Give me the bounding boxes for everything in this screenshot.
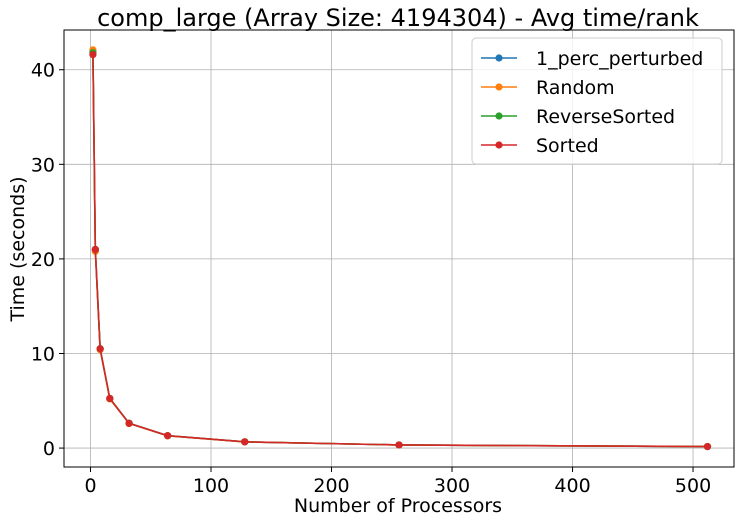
legend-marker <box>495 54 503 62</box>
y-tick-label: 20 <box>31 249 55 271</box>
x-tick-label: 400 <box>554 475 590 497</box>
axis-ticks: 0 100 200 300 400 500 0 10 20 30 40 <box>31 60 711 497</box>
data-point <box>91 245 99 254</box>
x-tick-label: 0 <box>84 475 96 497</box>
legend-label: Sorted <box>536 135 599 157</box>
y-axis-label: Time (seconds) <box>7 176 29 322</box>
chart-title: comp_large (Array Size: 4194304) - Avg t… <box>97 4 699 32</box>
legend-item: Sorted <box>481 135 599 157</box>
data-point <box>241 438 249 446</box>
data-point <box>164 432 172 440</box>
x-tick-label: 200 <box>313 475 349 497</box>
data-point <box>96 345 104 353</box>
plot-frame <box>63 29 735 468</box>
y-tick-label: 30 <box>31 154 55 176</box>
legend-item: ReverseSorted <box>481 106 675 128</box>
legend-marker <box>495 141 503 149</box>
legend-marker <box>495 83 503 91</box>
data-point <box>703 442 712 451</box>
data-point <box>106 394 114 403</box>
legend: 1_perc_perturbed Random ReverseSorted Sorte… <box>471 37 723 165</box>
legend-label: Random <box>536 77 615 99</box>
legend-marker <box>495 112 503 120</box>
x-axis-label: Number of Processors <box>294 495 502 517</box>
legend-item: 1_perc_perturbed <box>481 48 703 70</box>
series-group <box>89 46 712 451</box>
x-tick-label: 500 <box>675 475 711 497</box>
y-tick-label: 0 <box>43 438 55 460</box>
y-tick-label: 10 <box>31 343 55 365</box>
legend-label: 1_perc_perturbed <box>536 48 703 70</box>
series-Sorted <box>89 50 712 451</box>
legend-item: Random <box>481 77 615 99</box>
data-point <box>89 50 97 59</box>
data-point <box>395 441 403 449</box>
x-tick-label: 100 <box>193 475 229 497</box>
legend-label: ReverseSorted <box>536 106 675 128</box>
y-tick-label: 40 <box>31 60 55 82</box>
data-point <box>125 419 133 427</box>
x-tick-label: 300 <box>434 475 470 497</box>
legend-box <box>471 37 723 165</box>
